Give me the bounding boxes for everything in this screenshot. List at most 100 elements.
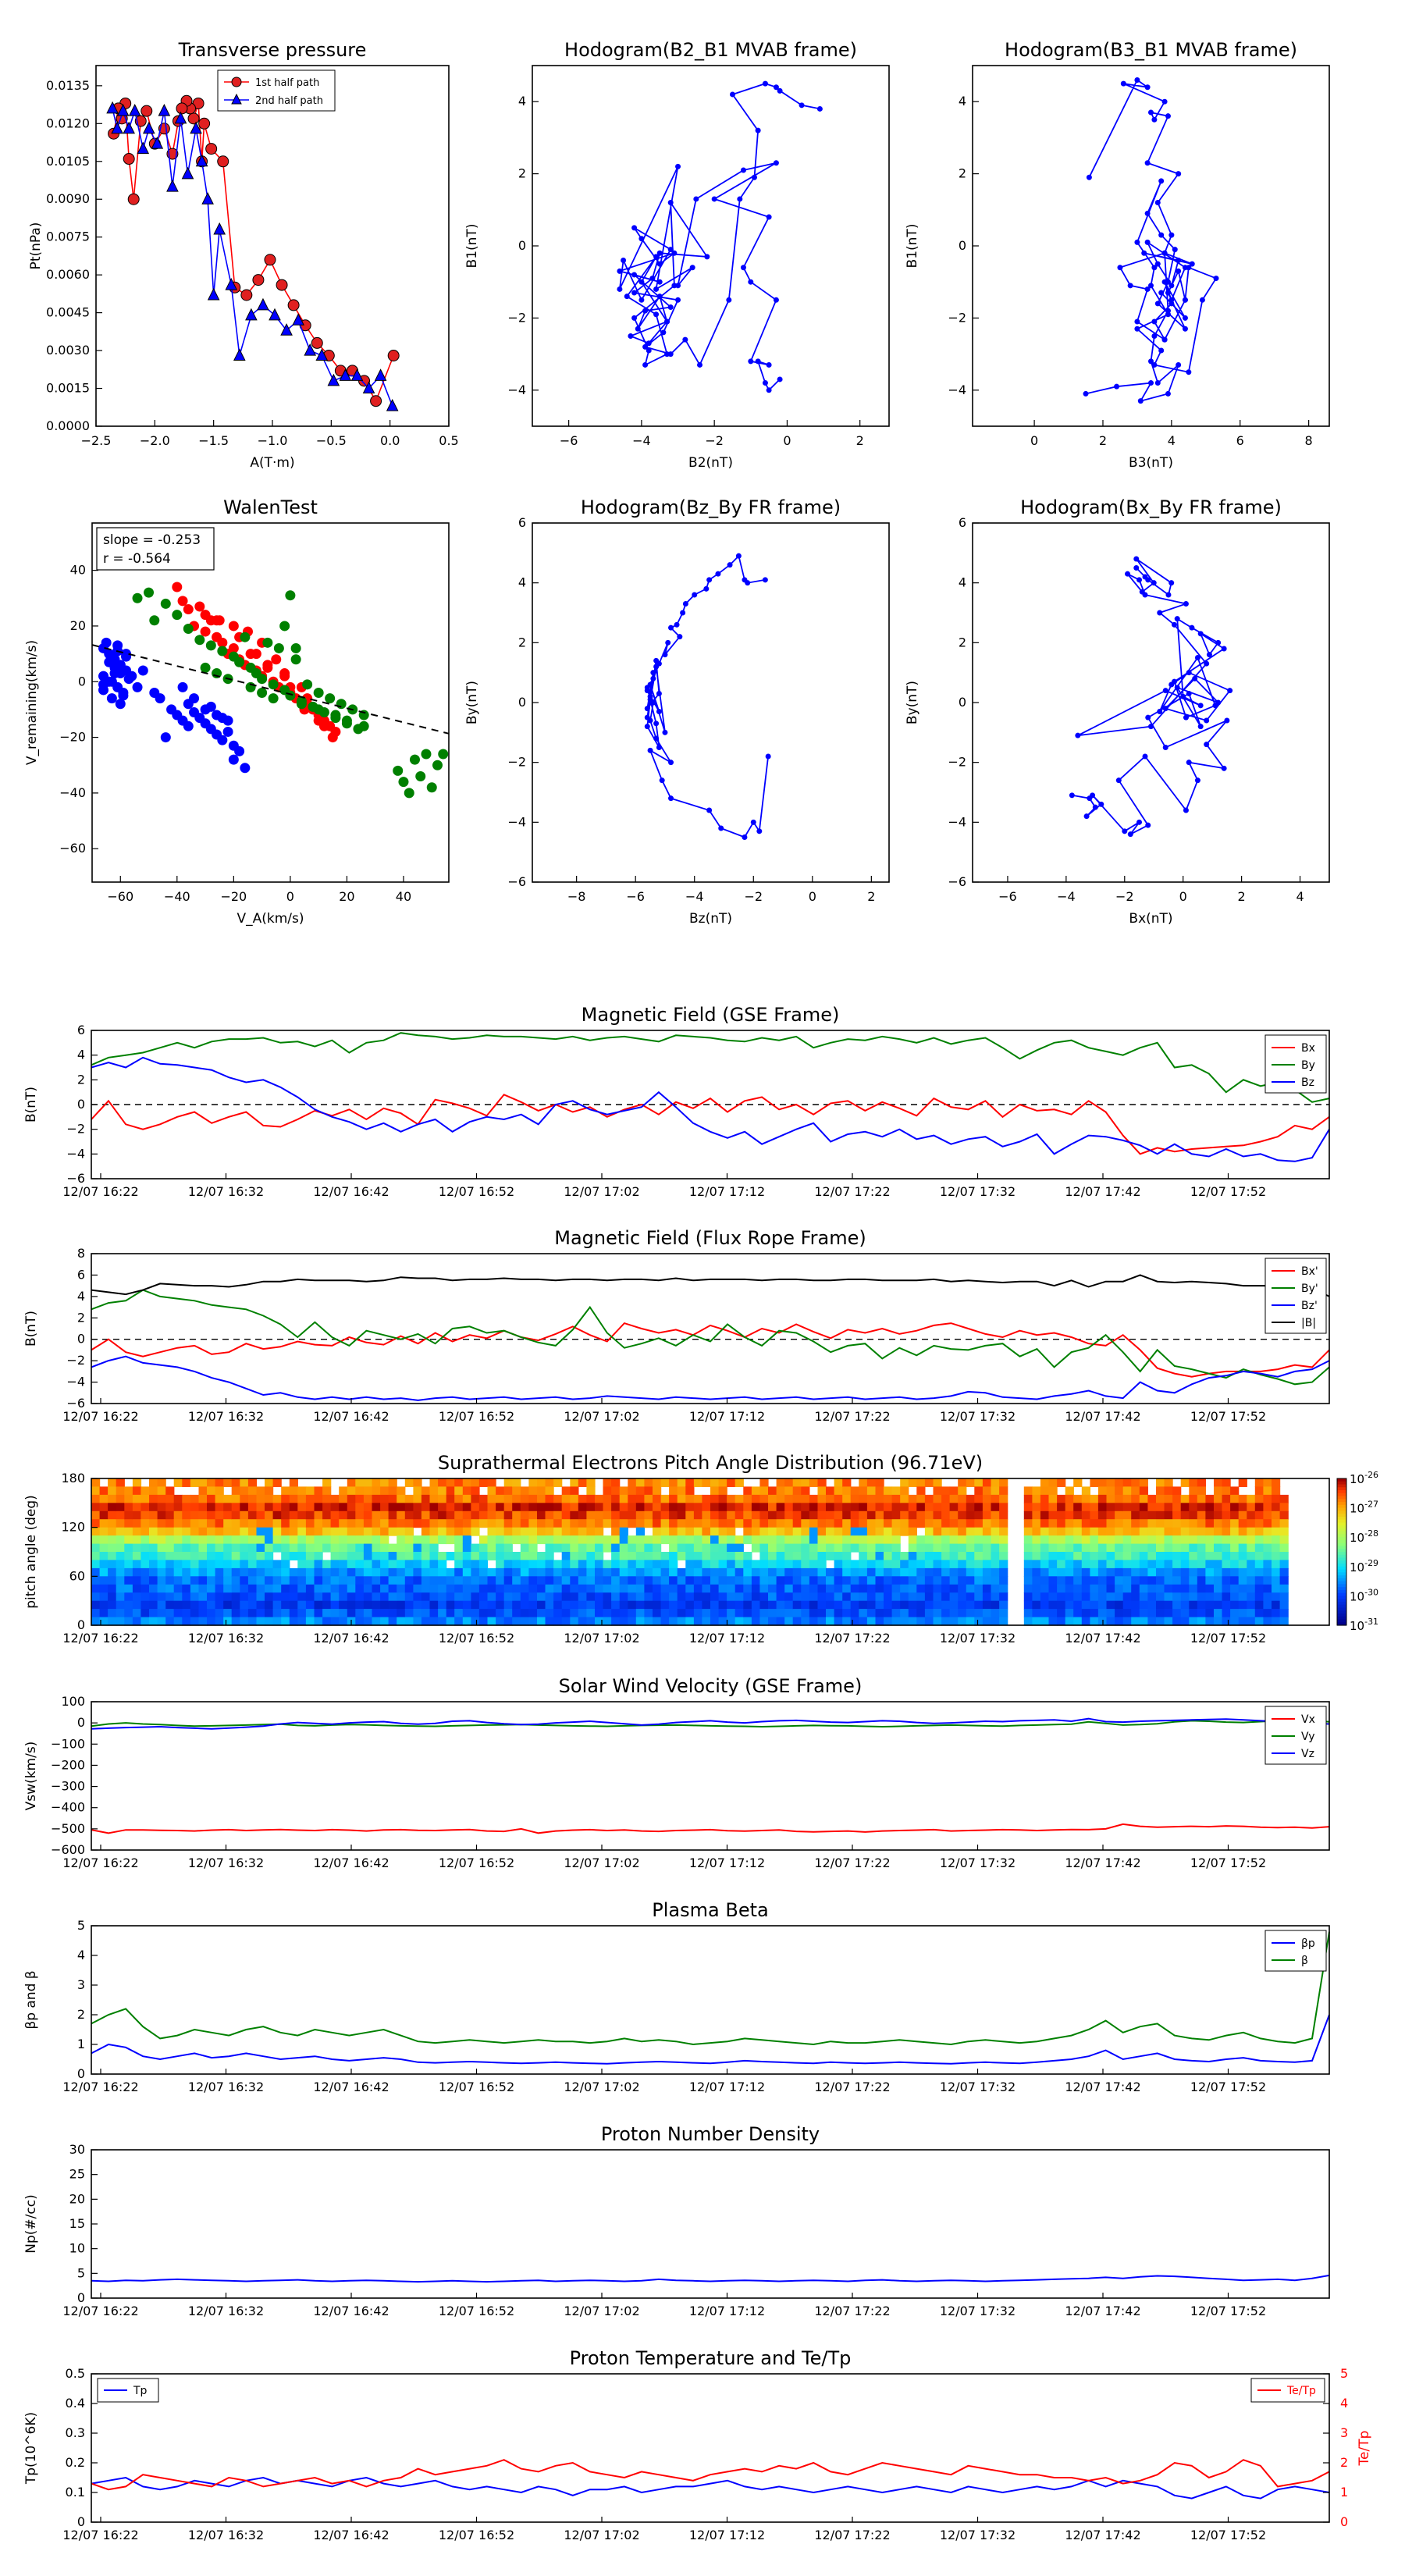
heatmap-cell — [999, 1503, 1008, 1512]
heatmap-cell — [1081, 1584, 1090, 1593]
heatmap-cell — [1189, 1527, 1198, 1536]
heatmap-cell — [281, 1543, 290, 1553]
heatmap-cell — [710, 1567, 720, 1577]
heatmap-cell — [149, 1552, 158, 1560]
data-point — [438, 749, 449, 760]
heatmap-cell — [520, 1576, 529, 1585]
heatmap-cell — [603, 1503, 612, 1512]
heatmap-cell — [281, 1592, 290, 1602]
heatmap-cell — [355, 1543, 365, 1553]
heatmap-cell — [421, 1527, 431, 1536]
y-tick-label: 3 — [1340, 2425, 1348, 2440]
data-point — [155, 693, 165, 704]
heatmap-cell — [132, 1543, 142, 1553]
heatmap-cell — [397, 1510, 406, 1520]
heatmap-cell — [1032, 1510, 1041, 1520]
heatmap-cell — [1115, 1576, 1124, 1585]
heatmap-cell — [1272, 1535, 1281, 1545]
data-point — [1141, 250, 1147, 256]
y-tick-label: −40 — [59, 785, 86, 800]
data-point — [109, 668, 120, 679]
heatmap-cell — [1254, 1584, 1264, 1593]
heatmap-cell — [1065, 1519, 1074, 1528]
heatmap-cell — [751, 1560, 761, 1569]
heatmap-cell — [1214, 1527, 1223, 1536]
heatmap-cell — [1180, 1567, 1190, 1577]
heatmap-cell — [842, 1552, 852, 1560]
heatmap-cell — [866, 1600, 877, 1610]
data-point — [1144, 286, 1151, 292]
y-tick-label: 5 — [1340, 2366, 1348, 2381]
heatmap-cell — [1139, 1560, 1148, 1569]
heatmap-cell — [413, 1503, 422, 1512]
data-point — [631, 225, 638, 231]
data-point — [1197, 703, 1204, 709]
heatmap-cell — [982, 1584, 992, 1593]
data-point — [1161, 98, 1168, 105]
heatmap-cell — [429, 1552, 439, 1560]
heatmap-cell — [991, 1543, 1000, 1553]
heatmap-cell — [743, 1535, 752, 1545]
heatmap-cell — [413, 1609, 422, 1618]
heatmap-cell — [1147, 1617, 1157, 1626]
heatmap-cell — [792, 1527, 802, 1536]
heatmap-cell — [446, 1592, 455, 1602]
heatmap-cell — [347, 1576, 356, 1585]
x-tick-label: −4 — [1057, 889, 1076, 904]
heatmap-cell — [826, 1617, 835, 1626]
colorbar-label: 10-27 — [1350, 1500, 1378, 1516]
heatmap-cell — [635, 1560, 645, 1569]
data-point — [656, 294, 663, 300]
heatmap-cell — [908, 1592, 917, 1602]
data-point — [190, 121, 202, 134]
heatmap-cell — [884, 1510, 893, 1520]
heatmap-cell — [478, 1503, 489, 1512]
y-tick-label: 0 — [77, 2514, 85, 2529]
heatmap-cell — [1131, 1600, 1140, 1610]
heatmap-cell — [586, 1486, 596, 1496]
heatmap-cell — [520, 1543, 529, 1553]
heatmap-cell — [974, 1527, 984, 1536]
data-point — [766, 387, 772, 393]
heatmap-cell — [91, 1584, 101, 1593]
heatmap-cell — [1222, 1478, 1231, 1487]
heatmap-cell — [1090, 1478, 1099, 1487]
data-point — [160, 732, 171, 743]
heatmap-cell — [586, 1519, 596, 1528]
heatmap-cell — [413, 1478, 422, 1487]
heatmap-cell — [1172, 1486, 1182, 1496]
heatmap-cell — [1279, 1527, 1289, 1536]
heatmap-cell — [223, 1494, 233, 1503]
heatmap-cell — [908, 1584, 917, 1593]
data-point — [1142, 574, 1148, 580]
heatmap-cell — [801, 1510, 810, 1520]
heatmap-cell — [1263, 1567, 1272, 1577]
heatmap-cell — [223, 1576, 233, 1585]
heatmap-cell — [149, 1600, 158, 1610]
heatmap-cell — [322, 1617, 332, 1626]
heatmap-cell — [231, 1478, 240, 1487]
heatmap-cell — [1097, 1519, 1108, 1528]
plot-frame — [91, 2373, 1330, 2523]
y-tick-label: 0 — [77, 1097, 85, 1112]
heatmap-cell — [1065, 1576, 1074, 1585]
heatmap-cell — [1263, 1584, 1272, 1593]
heatmap-cell — [1073, 1584, 1083, 1593]
heatmap-cell — [1189, 1494, 1198, 1503]
heatmap-cell — [512, 1510, 521, 1520]
data-point — [1186, 691, 1192, 696]
heatmap-cell — [561, 1584, 571, 1593]
time-tick-label: 12/07 16:42 — [313, 1631, 389, 1646]
heatmap-cell — [1040, 1527, 1050, 1536]
heatmap-cell — [462, 1560, 471, 1569]
heatmap-cell — [941, 1494, 951, 1503]
heatmap-cell — [949, 1567, 959, 1577]
heatmap-cell — [140, 1503, 150, 1512]
heatmap-cell — [718, 1567, 727, 1577]
heatmap-cell — [619, 1510, 628, 1520]
heatmap-cell — [817, 1552, 827, 1560]
heatmap-cell — [685, 1486, 695, 1496]
legend-label-1: 1st half path — [255, 77, 319, 89]
heatmap-cell — [1147, 1592, 1157, 1602]
